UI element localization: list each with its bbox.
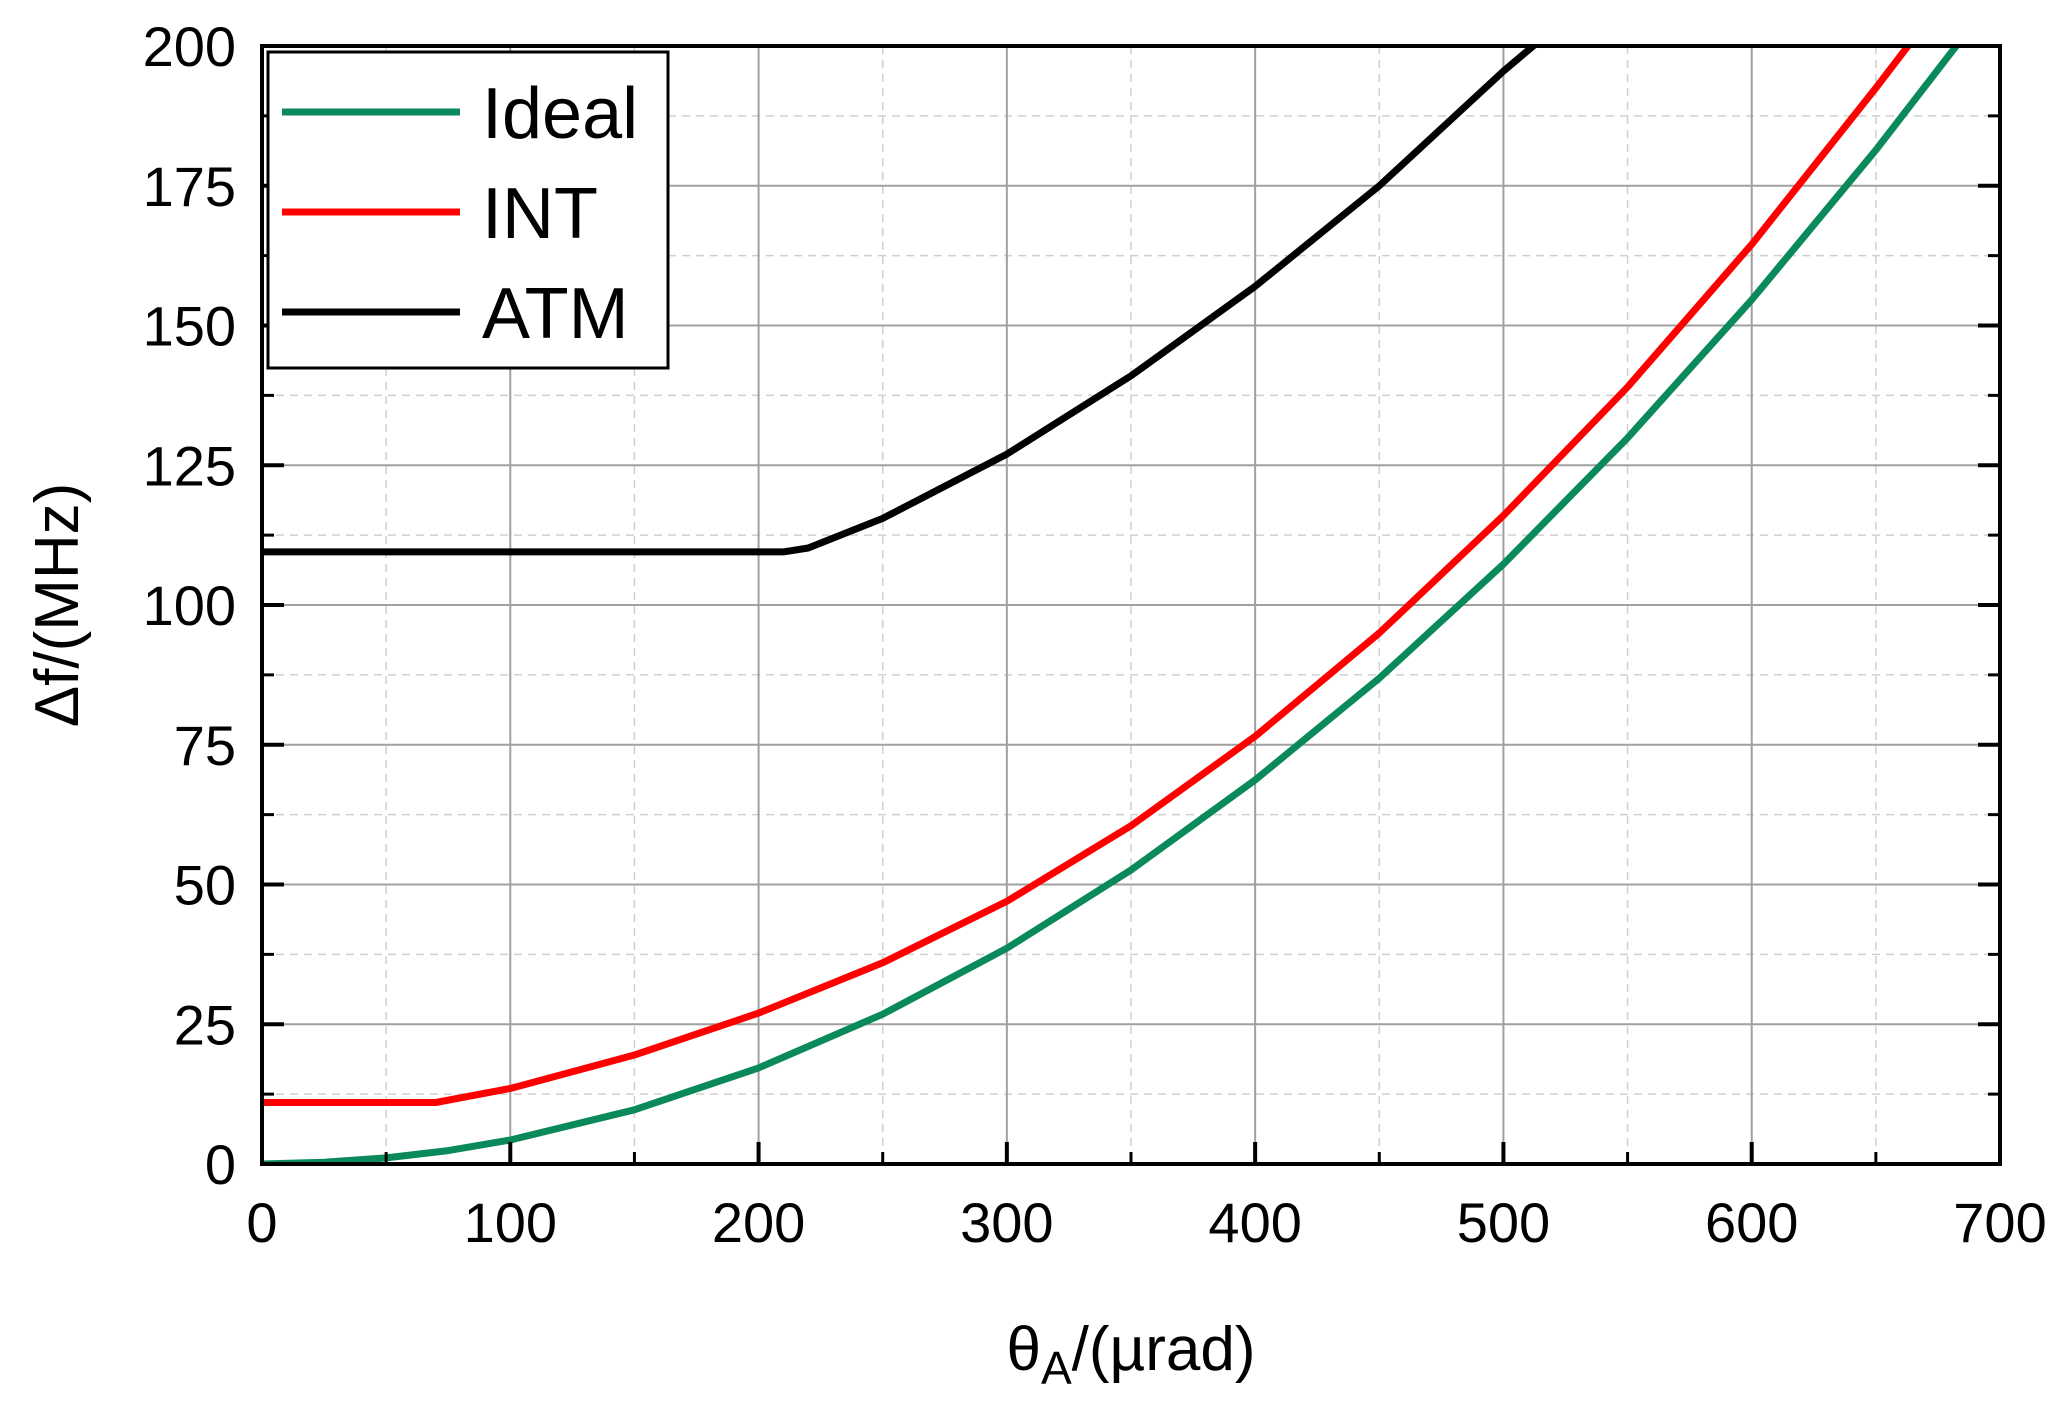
y-tick-label: 100: [143, 574, 236, 637]
x-tick-label: 200: [712, 1191, 805, 1254]
y-tick-label: 150: [143, 295, 236, 358]
x-axis-label-main: θ: [1006, 1315, 1040, 1384]
x-tick-label: 700: [1953, 1191, 2046, 1254]
y-axis-label: Δf/(MHz): [23, 483, 92, 728]
x-tick-label: 300: [960, 1191, 1053, 1254]
x-tick-label: 600: [1705, 1191, 1798, 1254]
legend: Ideal INT ATM: [266, 50, 670, 370]
y-tick-label: 175: [143, 155, 236, 218]
x-axis-label: θA/(µrad): [1006, 1315, 1255, 1394]
series-line-ideal: [262, 46, 1961, 1164]
x-tick-label: 400: [1208, 1191, 1301, 1254]
y-tick-label: 25: [174, 993, 236, 1056]
y-tick-label: 50: [174, 854, 236, 917]
y-tick-label: 0: [205, 1133, 236, 1196]
legend-label-ideal: Ideal: [482, 74, 638, 154]
x-tick-label: 0: [246, 1191, 277, 1254]
x-tick-label: 100: [464, 1191, 557, 1254]
y-tick-label: 75: [174, 714, 236, 777]
series-lines: [262, 46, 1961, 1164]
series-line-int: [262, 46, 1913, 1106]
tick-labels: 0 100 200 300 400 500 600 700 0 25 50 75 100 125 150 17…: [143, 15, 2047, 1254]
x-axis-label-unit: /(µrad): [1072, 1315, 1256, 1384]
x-tick-label: 500: [1457, 1191, 1550, 1254]
series-line-atm: [262, 46, 1539, 556]
y-tick-label: 125: [143, 434, 236, 497]
legend-label-atm: ATM: [482, 274, 629, 354]
y-tick-label: 200: [143, 15, 236, 78]
legend-label-int: INT: [482, 174, 598, 254]
x-axis-label-subscript: A: [1041, 1342, 1072, 1394]
